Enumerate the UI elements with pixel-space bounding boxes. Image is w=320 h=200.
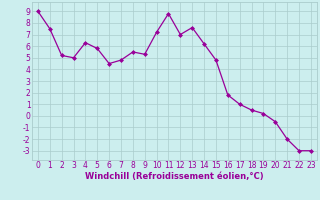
X-axis label: Windchill (Refroidissement éolien,°C): Windchill (Refroidissement éolien,°C) (85, 172, 264, 181)
